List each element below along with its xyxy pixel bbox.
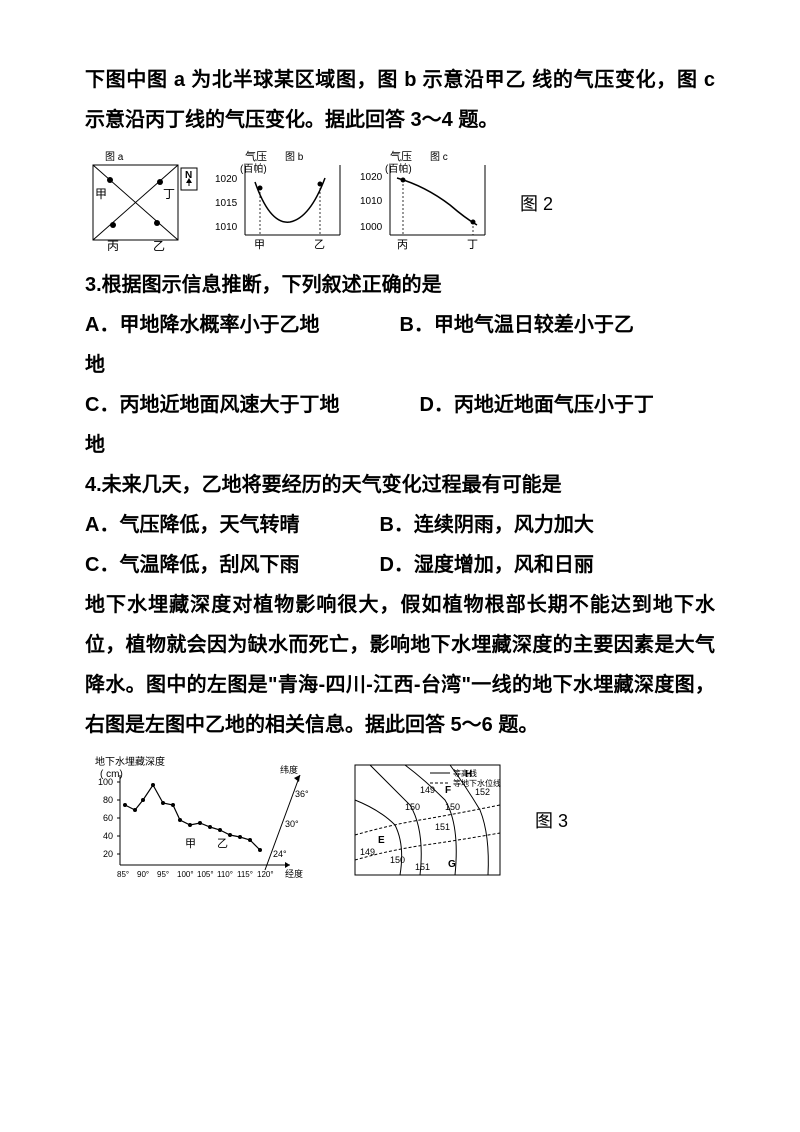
marker-yi: 乙 [217, 837, 228, 850]
xlabel-bing: 丙 [397, 239, 408, 251]
diagram-c-label: 图 c [430, 151, 448, 163]
diagram-c: 气压 (百帕) 图 c 1020 1010 1000 丙 丁 [355, 150, 495, 255]
diagram-b-ylabel: 气压 [245, 150, 267, 163]
q3-option-c: C．丙地近地面风速大于丁地 [85, 385, 339, 425]
ytick: 1010 [215, 222, 238, 233]
point-jia: 甲 [95, 187, 107, 201]
xlabel-ding: 丁 [467, 239, 478, 251]
q4-stem: 4.未来几天，乙地将要经历的天气变化过程最有可能是 [85, 465, 715, 505]
xtick: 85° [117, 870, 129, 879]
point-yi: 乙 [153, 239, 165, 253]
figure-2-row: 图 a N 甲 丁 丙 乙 气压 (百帕) 图 b 1020 1015 1010… [85, 150, 715, 255]
q3-option-a: A．甲地降水概率小于乙地 [85, 305, 319, 345]
ytick: 40 [103, 831, 113, 841]
point-ding: 丁 [163, 187, 175, 201]
ytick: 100 [98, 777, 113, 787]
lat-label: 纬度 [280, 764, 298, 775]
xtick: 105° [197, 870, 214, 879]
xtick: 110° [217, 870, 233, 879]
q4-option-a: A．气压降低，天气转晴 [85, 505, 299, 545]
val: 150 [405, 802, 420, 812]
ytick: 80 [103, 795, 113, 805]
lat-tick: 24° [273, 849, 287, 859]
ytick: 1010 [360, 196, 383, 207]
q3-stem: 3.根据图示信息推断，下列叙述正确的是 [85, 265, 715, 305]
val: 151 [435, 822, 450, 832]
q3-option-b: B．甲地气温日较差小于乙 [399, 305, 633, 345]
val: 152 [475, 787, 490, 797]
point-bing: 丙 [107, 239, 119, 253]
diagram-left: 地下水埋藏深度 ( cm) 100 80 60 40 20 85° 90° 95… [85, 755, 345, 885]
diagram-a-label: 图 a [105, 151, 124, 163]
xtick: 90° [137, 870, 149, 879]
intro-paragraph-1: 下图中图 a 为北半球某区域图，图 b 示意沿甲乙 线的气压变化，图 c 示意沿… [85, 60, 715, 140]
val: 150 [390, 855, 405, 865]
xlabel-jia: 甲 [254, 239, 265, 251]
marker-jia: 甲 [185, 838, 196, 850]
q4-option-d: D．湿度增加，风和日丽 [379, 545, 593, 585]
val: 151 [415, 862, 430, 872]
diagram-b-yunit: (百帕) [240, 162, 267, 175]
q4-option-b: B．连续阴雨，风力加大 [379, 505, 593, 545]
label-F: F [445, 785, 451, 796]
ytick: 60 [103, 813, 113, 823]
diagram-c-yunit: (百帕) [385, 162, 412, 175]
label-G: G [448, 859, 456, 870]
diagram-b-label: 图 b [285, 151, 304, 163]
val: 149 [420, 785, 435, 795]
xlabel-right: 经度 [285, 868, 303, 879]
label-H: H [465, 769, 472, 780]
q4-option-c: C．气温降低，刮风下雨 [85, 545, 299, 585]
figure-2-label: 图 2 [520, 190, 553, 216]
diagram-right: 等高线 等地下水位线 H F E G 149 152 150 150 151 1… [350, 755, 510, 885]
ytick: 20 [103, 849, 113, 859]
intro-paragraph-2: 地下水埋藏深度对植物影响很大，假如植物根部长期不能达到地下水位，植物就会因为缺水… [85, 585, 715, 745]
q3-option-d-cont: 地 [85, 425, 715, 465]
label-E: E [378, 835, 385, 846]
val: 150 [445, 802, 460, 812]
ytick: 1000 [360, 222, 383, 233]
ytick: 1020 [360, 172, 383, 183]
xtick: 95° [157, 870, 169, 879]
diagram-a: 图 a N 甲 丁 丙 乙 [85, 150, 205, 255]
q3-option-b-cont: 地 [85, 345, 715, 385]
xtick: 120° [257, 870, 274, 879]
xtick: 100° [177, 870, 194, 879]
left-ylabel: 地下水埋藏深度 [95, 755, 165, 768]
xtick: 115° [237, 870, 253, 879]
diagram-b: 气压 (百帕) 图 b 1020 1015 1010 甲 乙 [210, 150, 350, 255]
figure-3-label: 图 3 [535, 807, 568, 833]
lat-tick: 30° [285, 819, 299, 829]
figure-3-row: 地下水埋藏深度 ( cm) 100 80 60 40 20 85° 90° 95… [85, 755, 715, 885]
xlabel-yi: 乙 [314, 238, 325, 251]
lat-tick: 36° [295, 789, 309, 799]
ytick: 1015 [215, 198, 238, 209]
q3-option-d: D．丙地近地面气压小于丁 [419, 385, 653, 425]
diagram-c-ylabel: 气压 [390, 150, 412, 163]
val: 149 [360, 847, 375, 857]
ytick: 1020 [215, 174, 238, 185]
